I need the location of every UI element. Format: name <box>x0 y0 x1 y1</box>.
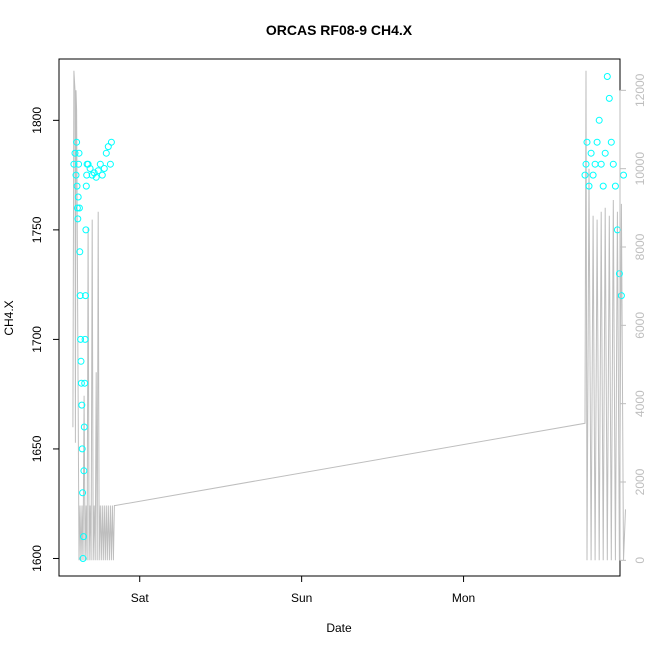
bottom-axis: Sat Sun Mon <box>131 575 475 605</box>
y-axis-label: CH4.X <box>2 300 16 335</box>
data-point <box>587 149 595 157</box>
right-tick-label: 8000 <box>633 233 647 260</box>
chart-title: ORCAS RF08-9 CH4.X <box>266 22 413 38</box>
data-point <box>96 160 104 168</box>
right-tick-label: 12000 <box>633 73 647 107</box>
data-point <box>615 270 623 278</box>
data-point <box>73 182 81 190</box>
data-point <box>75 149 83 157</box>
data-point <box>78 445 86 453</box>
right-axis: 0 2000 4000 6000 8000 10000 12000 <box>619 73 647 564</box>
data-point <box>80 533 87 541</box>
left-tick-label: 1750 <box>30 216 44 243</box>
data-point <box>617 292 625 300</box>
data-point <box>86 165 94 172</box>
data-point <box>82 226 90 234</box>
data-point <box>80 467 88 475</box>
data-point <box>76 248 84 256</box>
data-point <box>72 171 80 179</box>
data-point <box>78 401 86 409</box>
data-point <box>607 138 615 146</box>
data-point <box>98 171 106 179</box>
data-point <box>84 160 92 168</box>
right-tick-label: 2000 <box>633 468 647 495</box>
left-tick-label: 1650 <box>30 435 44 462</box>
data-point <box>599 182 607 190</box>
left-tick-label: 1800 <box>30 107 44 134</box>
data-point <box>107 138 115 146</box>
data-point <box>100 165 108 172</box>
data-point <box>76 292 84 300</box>
data-point <box>102 149 110 157</box>
data-point <box>94 167 102 175</box>
data-point <box>585 182 593 190</box>
plot-frame <box>58 58 621 577</box>
data-point <box>106 160 114 168</box>
data-point <box>90 169 98 177</box>
bottom-tick-label: Mon <box>452 591 475 605</box>
data-point <box>609 160 617 168</box>
data-point <box>582 160 590 168</box>
data-point <box>81 379 89 387</box>
data-point <box>92 173 100 181</box>
data-point <box>82 182 90 190</box>
data-point <box>73 138 81 146</box>
data-point <box>73 204 81 212</box>
data-point <box>74 193 82 201</box>
right-tick-label: 0 <box>633 557 647 564</box>
data-point <box>82 292 89 300</box>
x-axis-label: Date <box>326 621 352 635</box>
right-tick-label: 4000 <box>633 390 647 417</box>
data-point <box>603 73 611 80</box>
data-point <box>605 94 613 102</box>
data-point <box>583 138 591 146</box>
data-point <box>581 171 589 179</box>
left-tick-label: 1700 <box>30 326 44 353</box>
altitude-line-layer <box>72 70 626 561</box>
data-point <box>593 138 601 146</box>
data-point <box>589 171 597 179</box>
data-point <box>71 149 79 157</box>
data-point <box>595 116 603 124</box>
data-point <box>77 379 85 387</box>
data-point <box>620 171 627 179</box>
right-tick-label: 6000 <box>633 312 647 339</box>
altitude-line <box>72 70 626 561</box>
left-tick-label: 1600 <box>30 545 44 572</box>
data-point <box>611 182 619 190</box>
points-layer <box>70 73 627 562</box>
bottom-tick-label: Sun <box>291 591 312 605</box>
data-point <box>74 215 82 223</box>
data-point <box>591 160 599 168</box>
data-point <box>80 423 88 431</box>
data-point <box>70 160 78 168</box>
data-point <box>597 160 605 168</box>
data-point <box>79 555 87 562</box>
data-point <box>81 335 89 343</box>
data-point <box>601 149 609 157</box>
data-point <box>79 489 87 497</box>
data-point <box>75 204 83 212</box>
data-point <box>75 160 83 168</box>
bottom-tick-label: Sat <box>131 591 150 605</box>
data-point <box>77 335 85 343</box>
data-point <box>77 357 85 365</box>
right-tick-label: 10000 <box>633 152 647 186</box>
data-point <box>88 171 96 179</box>
left-axis: 1600 1650 1700 1750 1800 <box>30 107 60 572</box>
